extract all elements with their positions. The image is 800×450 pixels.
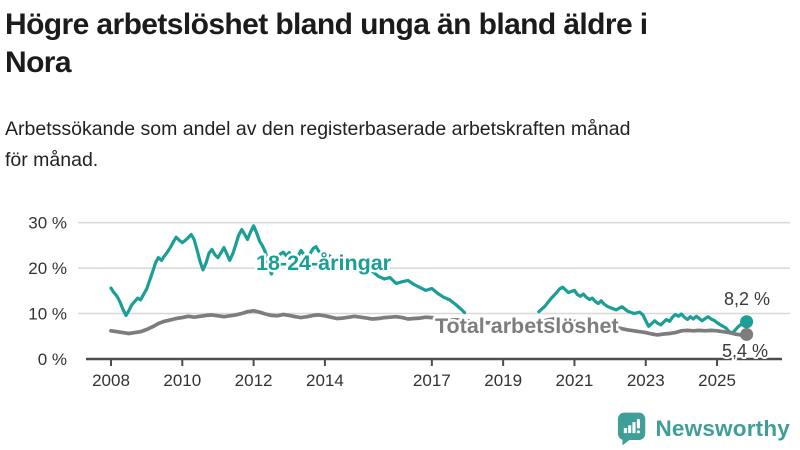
series-end-dot-total — [740, 327, 754, 341]
series-label-total: Total arbetslöshet — [435, 314, 619, 338]
line-chart-svg: 30 % 20 % 10 % 0 % 2008 2010 2012 2014 2017 2019 2… — [28, 214, 790, 390]
x-tick-label: 2014 — [306, 371, 344, 390]
x-tick-label: 2021 — [556, 371, 594, 390]
newsworthy-icon — [618, 412, 646, 446]
x-tick-label: 2010 — [163, 371, 201, 390]
y-tick-label: 20 % — [28, 259, 67, 278]
y-tick-label: 10 % — [28, 305, 67, 324]
annotations: 18-24-åringar Total arbetslöshet 8,2 % 5… — [254, 249, 773, 364]
gridlines — [78, 221, 790, 315]
x-tick-label: 2008 — [92, 371, 130, 390]
x-tick-label: 2017 — [413, 371, 451, 390]
page-title-line-2: Nora — [5, 46, 72, 79]
newsworthy-logo: Newsworthy — [617, 411, 790, 447]
newsworthy-logo-text: Newsworthy — [655, 416, 790, 441]
y-tick-label: 30 % — [28, 214, 67, 233]
axes: 30 % 20 % 10 % 0 % 2008 2010 2012 2014 2017 2019 2… — [28, 214, 782, 390]
series-line-total — [109, 308, 749, 337]
x-tick-label: 2019 — [484, 371, 522, 390]
series-line-youth — [109, 224, 467, 317]
end-value-label-youth: 8,2 % — [724, 289, 770, 309]
series-label-youth: 18-24-åringar — [256, 251, 392, 275]
series-end-dot-youth — [740, 315, 754, 329]
y-tick-label: 0 % — [38, 350, 67, 369]
page-title-line-1: Högre arbetslöshet bland unga än bland ä… — [5, 8, 648, 41]
x-tick-label: 2025 — [698, 371, 736, 390]
series-line-youth — [537, 285, 749, 335]
mini-bar-chart-icon — [624, 422, 636, 434]
end-value-label-total: 5,4 % — [722, 341, 768, 361]
chart-subtitle: Arbetssökande som andel av den registerb… — [5, 114, 785, 176]
chart-subtitle-line-2: för månad. — [5, 149, 99, 171]
line-chart: 30 % 20 % 10 % 0 % 2008 2010 2012 2014 2017 2019 2… — [0, 185, 800, 400]
page-title: Högre arbetslöshet bland unga än bland ä… — [5, 6, 785, 82]
x-tick-label: 2012 — [235, 371, 273, 390]
chart-subtitle-line-1: Arbetssökande som andel av den registerb… — [5, 118, 631, 140]
x-tick-label: 2023 — [627, 371, 665, 390]
exclamation-icon — [637, 418, 641, 434]
data-series — [109, 224, 754, 341]
